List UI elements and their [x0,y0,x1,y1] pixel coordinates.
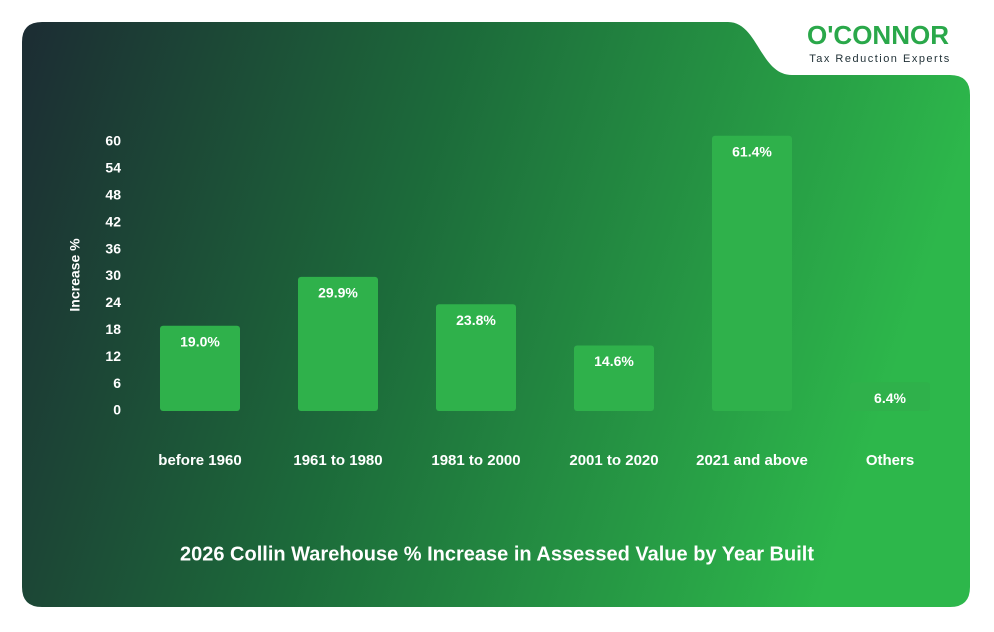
bar [850,382,930,411]
bar [436,304,516,411]
y-tick-label: 36 [105,240,121,256]
brand-tagline: Tax Reduction Experts [809,53,951,65]
x-tick-label: 2021 and above [696,452,808,469]
x-tick-label: 1981 to 2000 [431,452,520,469]
bar [160,325,240,411]
value-label: 61.4% [732,143,772,159]
y-tick-label: 54 [105,160,121,176]
value-label: 14.6% [594,353,634,369]
x-tick-label: 2001 to 2020 [569,452,658,469]
y-tick-label: 48 [105,186,121,202]
y-tick-label: 6 [113,375,121,391]
value-label: 6.4% [874,390,906,406]
x-tick-label: 1961 to 1980 [293,452,382,469]
value-label: 19.0% [180,334,220,350]
x-tick-label: before 1960 [158,452,241,469]
y-tick-label: 24 [105,294,121,310]
x-tick-label: Others [866,452,914,469]
y-tick-label: 18 [105,321,121,337]
value-label: 29.9% [318,285,358,301]
y-tick-label: 42 [105,213,121,229]
y-tick-label: 30 [105,267,121,283]
chart-title: 2026 Collin Warehouse % Increase in Asse… [180,543,814,565]
y-tick-label: 12 [105,348,121,364]
y-tick-label: 0 [113,402,121,418]
bar [712,135,792,412]
bar [298,276,378,411]
bar [574,345,654,411]
value-label: 23.8% [456,312,496,328]
y-axis-label: Increase % [67,238,83,312]
brand-name: O'CONNOR [807,20,949,50]
y-tick-label: 60 [105,133,121,149]
